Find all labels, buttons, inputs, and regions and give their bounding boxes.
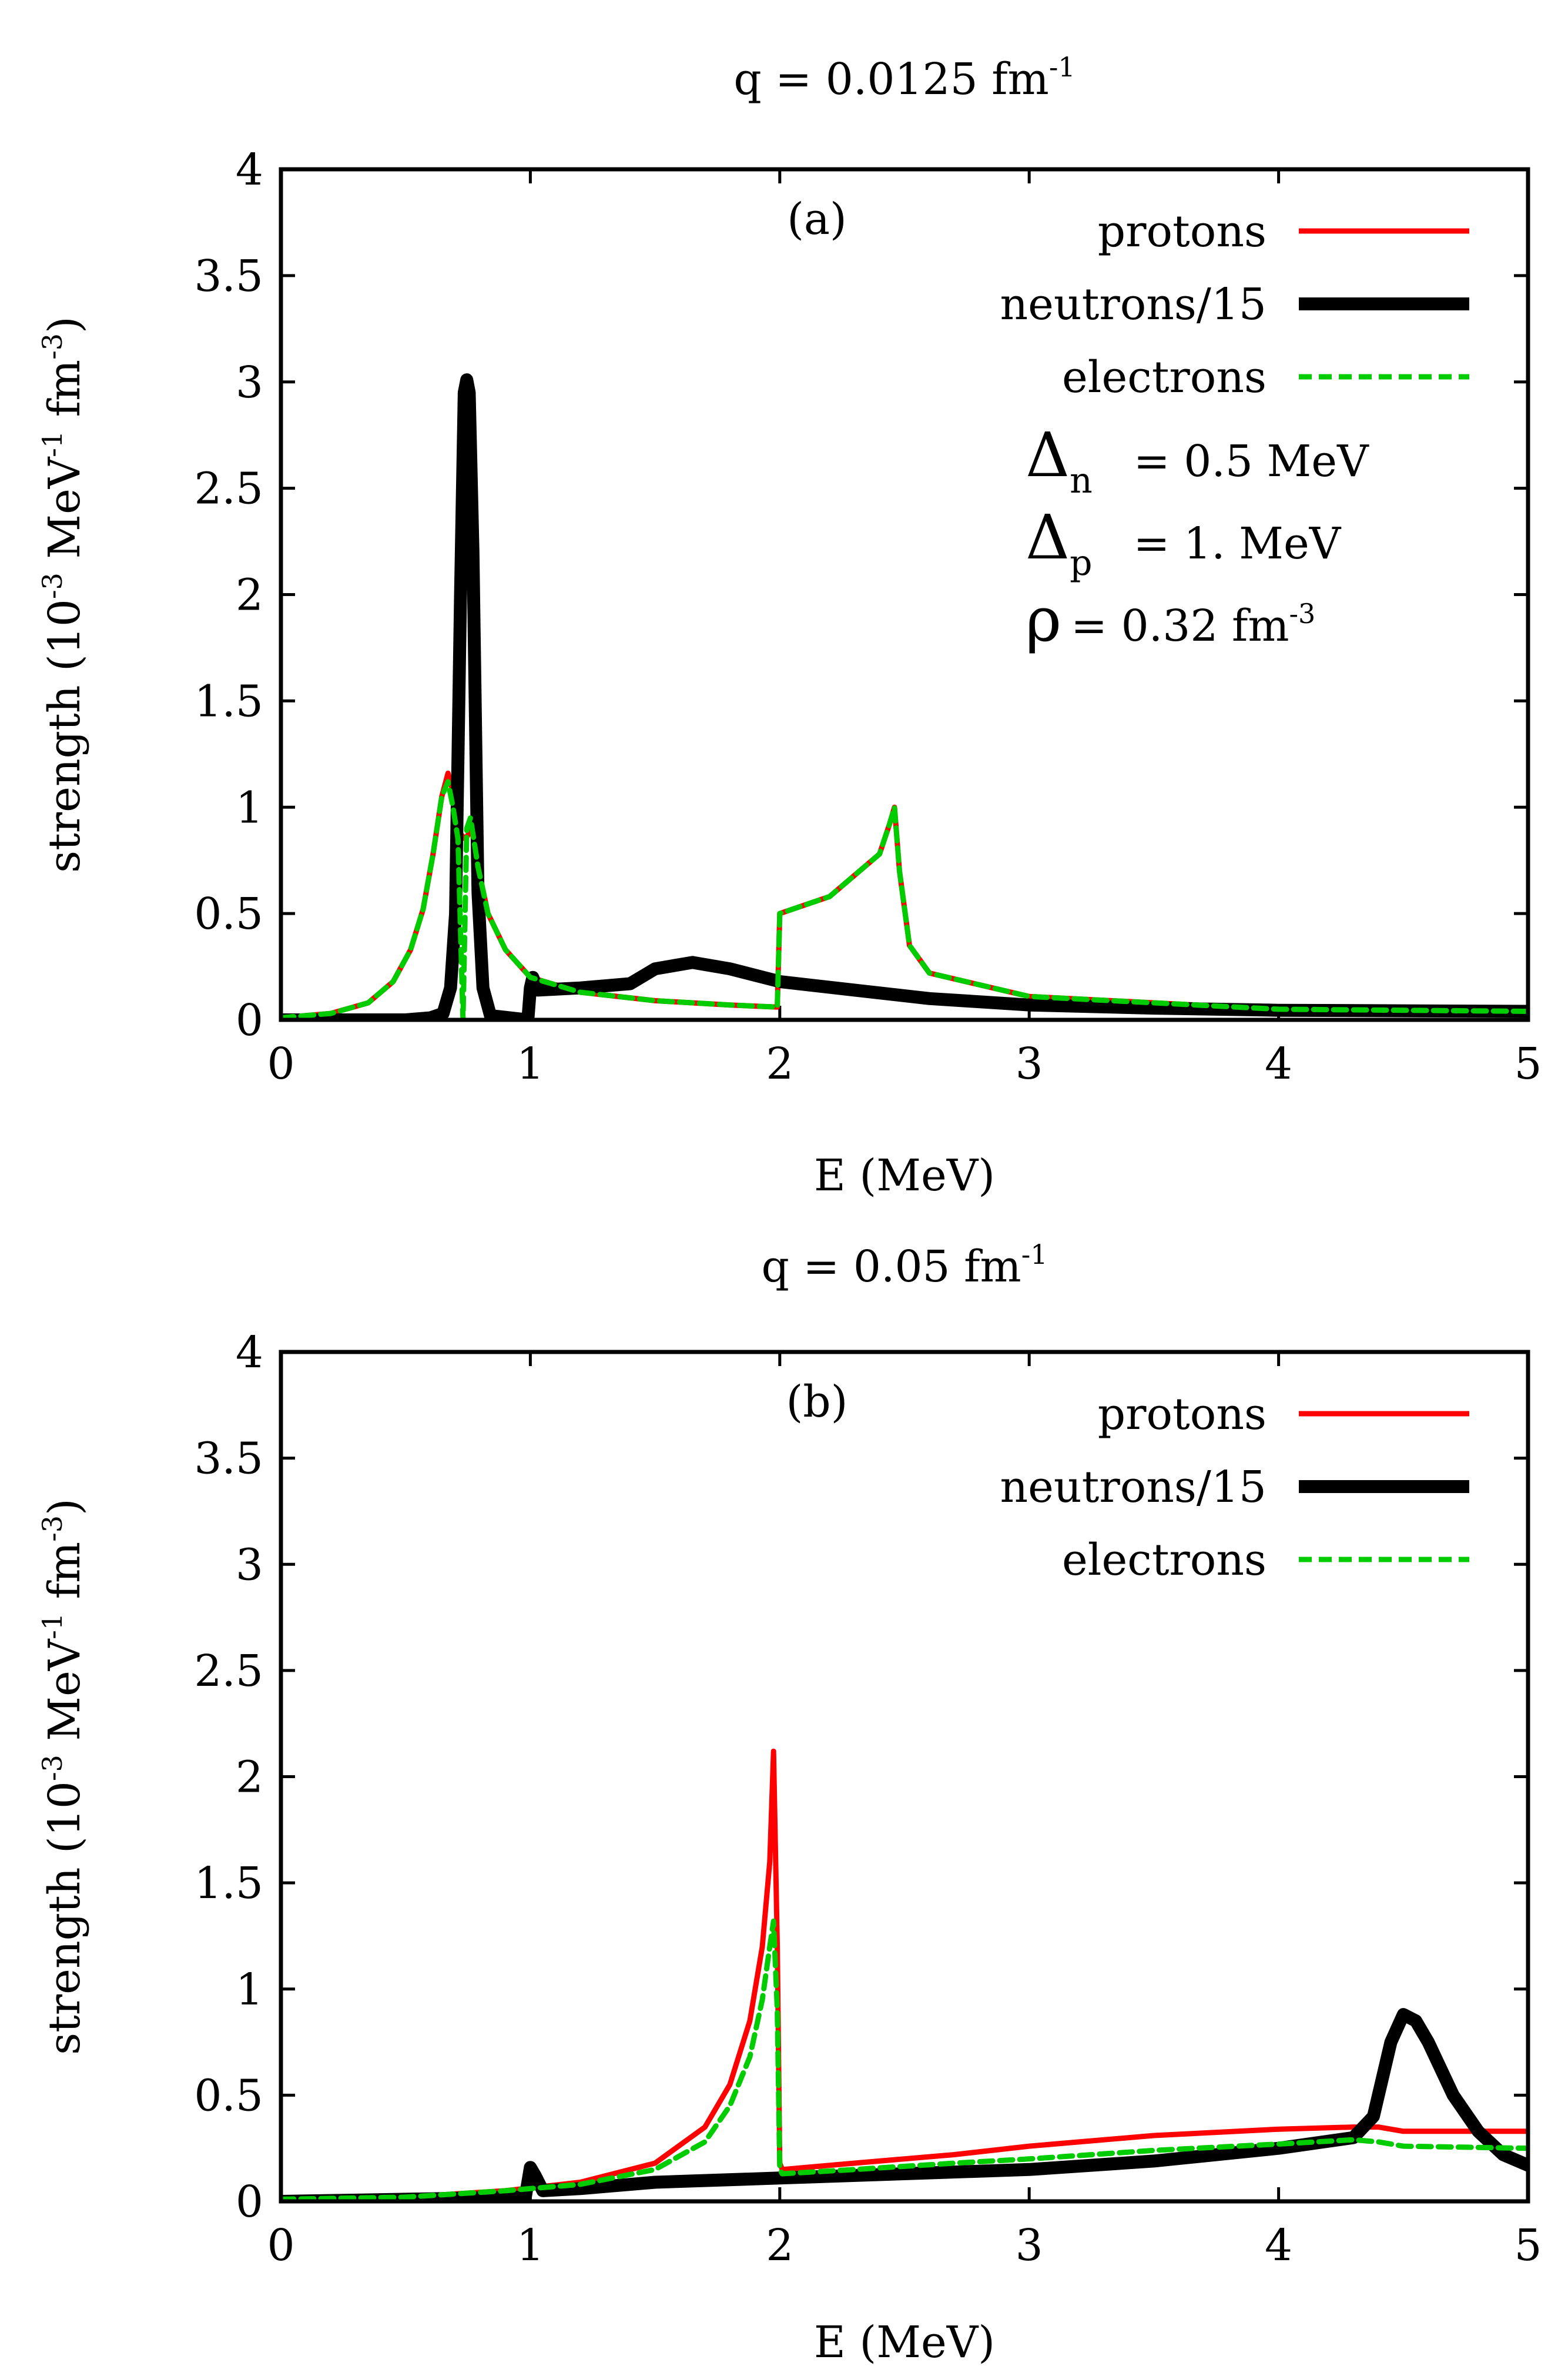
x-tick-label: 2: [766, 2220, 793, 2271]
series-group: [281, 373, 1528, 1020]
y-tick-label: 4: [236, 1327, 263, 1378]
y-tick-label: 1.5: [194, 676, 263, 727]
x-tick-label: 0: [267, 1039, 294, 1089]
legend-label-electrons: electrons: [1062, 352, 1267, 403]
y-tick-label: 4: [236, 145, 263, 195]
y-tick-label: 3: [236, 1539, 263, 1590]
y-axis-label: strength (10-3 MeV-1 fm-3): [36, 316, 90, 873]
y-tick-label: 0.5: [194, 2070, 263, 2121]
panel-label: (b): [786, 1377, 847, 1427]
legend-label-neutrons: neutrons/15: [1000, 1462, 1267, 1512]
legend-label-protons: protons: [1098, 206, 1267, 257]
y-axis-label: strength (10-3 MeV-1 fm-3): [36, 1498, 90, 2055]
legend-label-protons: protons: [1098, 1389, 1267, 1440]
x-tick-label: 0: [267, 2220, 294, 2271]
panel-a: q = 0.0125 fm-1 0 0.5 1 1.5 2 2.5 3 3.5 4 0 1 2 3 4 5 E …: [36, 51, 1542, 1201]
y-tick-label: 2: [236, 570, 263, 621]
x-axis-label: E (MeV): [814, 1150, 995, 1201]
y-tick-label: 0: [236, 995, 263, 1046]
plot-frame: [279, 1350, 1530, 2204]
y-tick-label: 0: [236, 2177, 263, 2227]
panel-label: (a): [787, 194, 847, 245]
x-tick-label: 5: [1514, 1039, 1542, 1089]
series-group: [281, 1748, 1528, 2201]
y-tick-label: 1: [236, 782, 263, 833]
y-tick-label: 2: [236, 1752, 263, 1803]
legend-label-neutrons: neutrons/15: [1000, 279, 1267, 330]
y-tick-label: 3: [236, 357, 263, 408]
legend-label-electrons: electrons: [1062, 1535, 1267, 1585]
annotation: Δn = 0.5 MeV: [1026, 419, 1369, 501]
y-tick-label: 1: [236, 1964, 263, 2015]
panel-b: q = 0.05 fm-1 0 0.5 1 1.5 2 2.5 3 3.5 4 0 1 2 3 4 5 E (M…: [36, 1239, 1542, 2368]
x-tick-label: 3: [1016, 1039, 1043, 1089]
series-line-neutrons: [281, 373, 1528, 1020]
annotation: ρ = 0.32 fm-3: [1026, 584, 1315, 655]
x-tick-label: 2: [766, 1039, 793, 1089]
y-tick-label: 2.5: [194, 1646, 263, 1696]
x-tick-label: 1: [517, 2220, 544, 2271]
x-tick-label: 5: [1514, 2220, 1542, 2271]
y-tick-label: 2.5: [194, 464, 263, 514]
x-tick-label: 4: [1265, 1039, 1292, 1089]
series-line-electrons: [281, 1918, 1528, 2201]
annotation: Δp = 1. MeV: [1026, 501, 1342, 584]
x-tick-label: 4: [1265, 2220, 1292, 2271]
x-tick-label: 3: [1016, 2220, 1043, 2271]
series-line-electrons: [281, 779, 1528, 1020]
y-tick-label: 3.5: [194, 1434, 263, 1484]
series-line-protons: [281, 1748, 1528, 2201]
y-tick-label: 3.5: [194, 251, 263, 302]
chart-title: q = 0.0125 fm-1: [733, 51, 1075, 105]
y-tick-label: 1.5: [194, 1858, 263, 1909]
x-axis-label: E (MeV): [814, 2317, 995, 2368]
series-line-neutrons: [281, 2008, 1528, 2201]
chart-title: q = 0.05 fm-1: [761, 1239, 1047, 1292]
x-tick-label: 1: [517, 1039, 544, 1089]
y-tick-label: 0.5: [194, 889, 263, 939]
plot-frame: [279, 167, 1530, 1022]
